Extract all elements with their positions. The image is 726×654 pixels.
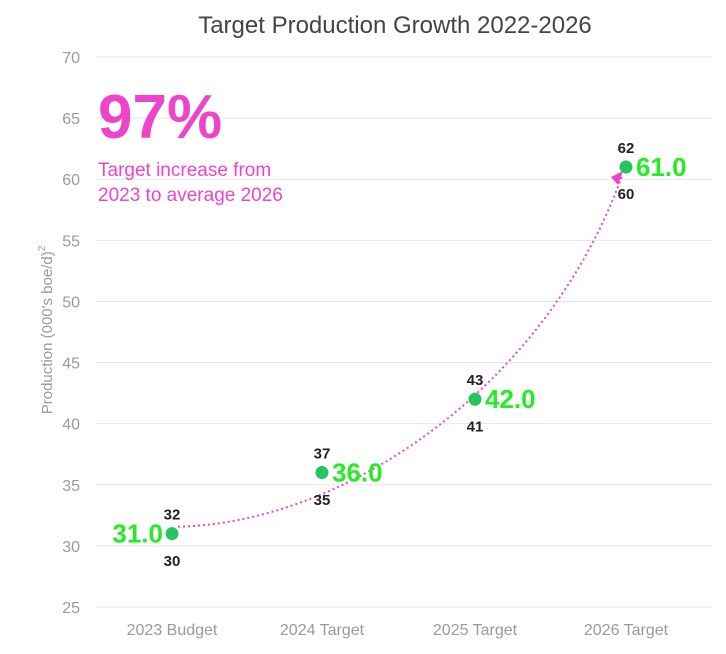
- value-label: 42.0: [485, 384, 536, 414]
- value-label: 36.0: [332, 458, 383, 488]
- chart-title: Target Production Growth 2022-2026: [198, 12, 592, 39]
- y-tick-label: 65: [62, 111, 80, 128]
- y-tick-label: 70: [62, 50, 80, 67]
- y-axis-ticks: 25 30 35 40 45 50 55 60 65 70: [62, 50, 80, 617]
- y-axis-label-text: Production (000's boe/d): [39, 251, 56, 414]
- value-label: 61.0: [636, 152, 687, 182]
- y-axis-label: Production (000's boe/d)2: [37, 245, 56, 414]
- annotation-line-1: Target increase from: [98, 160, 271, 181]
- y-tick-label: 35: [62, 478, 80, 495]
- y-axis-label-superscript: 2: [37, 245, 48, 251]
- high-label: 43: [467, 372, 484, 389]
- growth-annotation: 97% Target increase from 2023 to average…: [98, 83, 283, 206]
- y-tick-label: 40: [62, 417, 80, 434]
- low-label: 35: [314, 492, 331, 509]
- data-point: [165, 527, 179, 541]
- low-label: 41: [467, 418, 484, 435]
- low-label: 30: [164, 553, 181, 570]
- high-label: 37: [314, 445, 331, 462]
- data-point: [619, 160, 633, 174]
- value-label: 31.0: [112, 519, 163, 549]
- x-tick-label: 2024 Target: [280, 622, 365, 639]
- y-tick-label: 25: [62, 600, 80, 617]
- y-tick-label: 30: [62, 539, 80, 556]
- y-tick-label: 60: [62, 172, 80, 189]
- data-point: [468, 392, 482, 406]
- trend-arrow-head: [611, 171, 623, 185]
- x-tick-label: 2023 Budget: [127, 622, 218, 639]
- y-tick-label: 55: [62, 233, 80, 250]
- high-label: 62: [618, 140, 635, 157]
- x-tick-label: 2025 Target: [433, 622, 518, 639]
- trend-line: [177, 175, 623, 528]
- y-tick-label: 50: [62, 294, 80, 311]
- data-point: [315, 466, 329, 480]
- gridlines: [96, 56, 712, 608]
- annotation-line-2: 2023 to average 2026: [98, 185, 283, 206]
- low-label: 60: [618, 186, 635, 203]
- y-tick-label: 45: [62, 356, 80, 373]
- x-tick-label: 2026 Target: [584, 622, 669, 639]
- high-label: 32: [164, 506, 181, 523]
- x-axis-ticks: 2023 Budget 2024 Target 2025 Target 2026 Ta…: [127, 622, 669, 639]
- annotation-headline: 97%: [98, 83, 222, 152]
